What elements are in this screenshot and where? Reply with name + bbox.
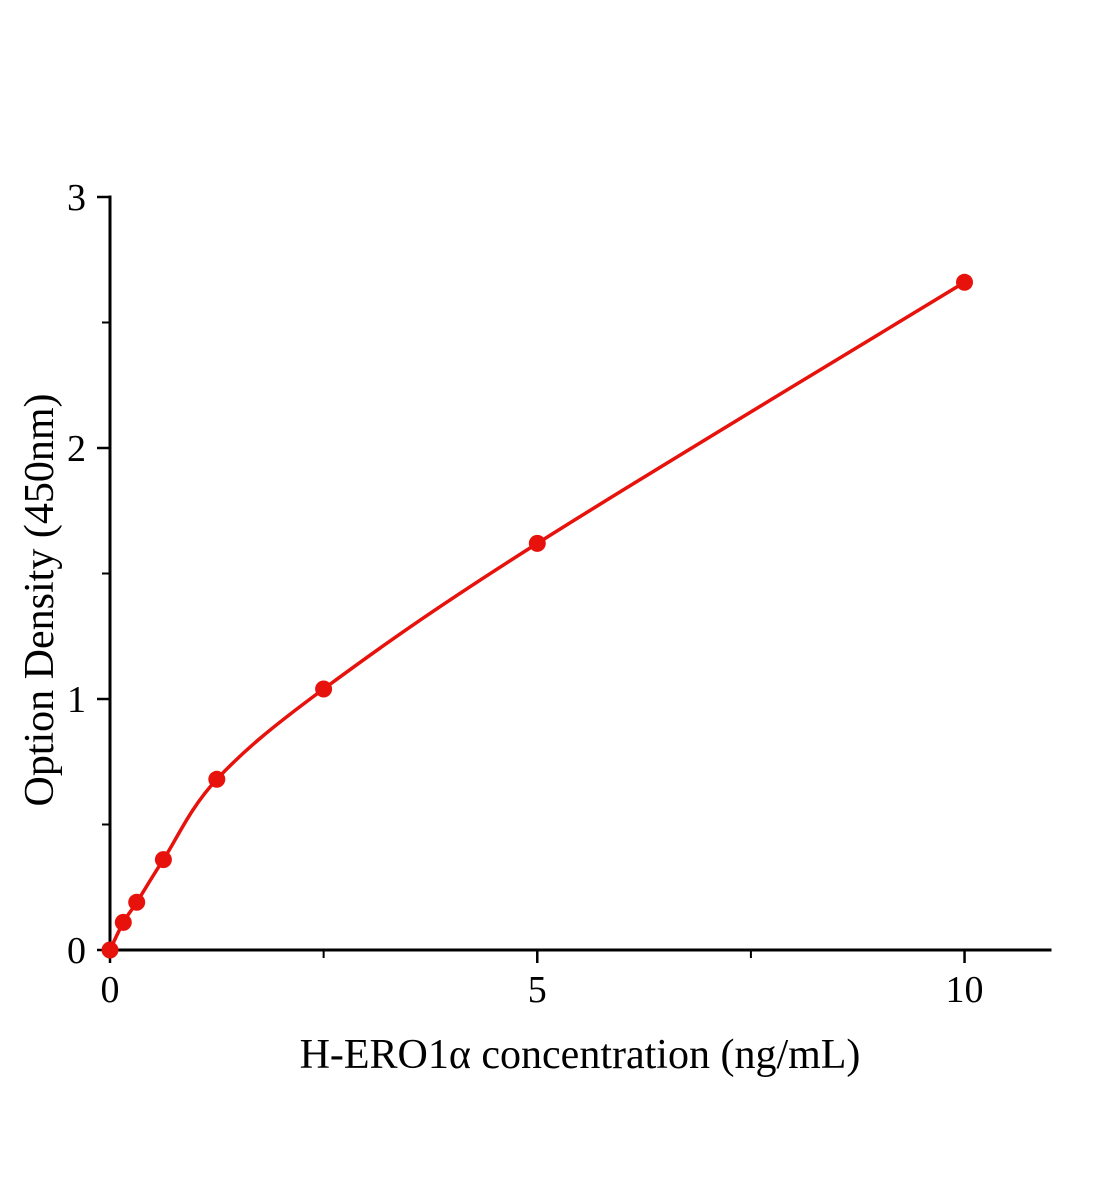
y-tick-label: 3 (67, 177, 86, 219)
x-axis-title: H-ERO1α concentration (ng/mL) (299, 1032, 861, 1078)
ticks: 0 5 10 0 1 2 3 (67, 177, 984, 1011)
axes (108, 195, 1052, 952)
x-tick-label: 5 (528, 969, 547, 1011)
data-point (315, 680, 333, 698)
data-point (208, 770, 226, 788)
x-tick-label: 0 (101, 969, 120, 1011)
y-axis-title: Option Density (450nm) (17, 393, 63, 807)
data-point (528, 534, 546, 552)
data-point (114, 913, 132, 931)
y-tick-label: 0 (67, 930, 86, 972)
y-tick-label: 2 (67, 428, 86, 470)
data-points (101, 273, 973, 959)
data-point (154, 851, 172, 869)
x-tick-label: 10 (946, 969, 984, 1011)
data-point (101, 941, 119, 959)
data-point (956, 273, 973, 291)
y-tick-label: 1 (67, 679, 86, 721)
fit-curve (108, 280, 967, 952)
data-point (128, 893, 146, 911)
